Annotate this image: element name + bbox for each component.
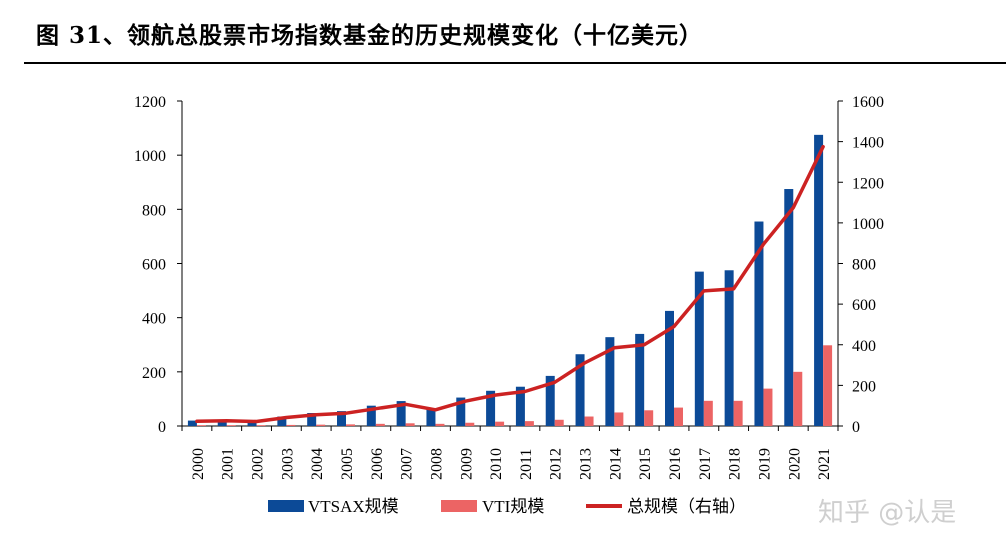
x-tick-label: 2000 xyxy=(190,448,207,480)
chart-axes: 0 200 400 600 800 1000 1200 0 200 400 600 800 1000 12… xyxy=(134,94,884,480)
watermark: 知乎 @认是 xyxy=(818,498,957,528)
bar-vti xyxy=(346,424,355,426)
line-total xyxy=(195,144,825,424)
bar-vti xyxy=(226,425,236,426)
bar-vti xyxy=(465,422,475,426)
bar-vtsax xyxy=(277,416,287,426)
bar-vti xyxy=(793,371,803,426)
x-tick-label: 2021 xyxy=(816,448,833,480)
line-series xyxy=(195,144,825,424)
bar-vtsax xyxy=(247,421,257,426)
bar-vti xyxy=(435,423,445,426)
legend-swatch-vtsax xyxy=(268,500,304,512)
y-right-tick-label: 0 xyxy=(852,419,860,436)
bar-vti xyxy=(763,388,773,426)
bar-vti xyxy=(823,345,833,426)
y-right-tick-label: 800 xyxy=(852,257,876,274)
x-tick-label: 2013 xyxy=(578,448,595,480)
bar-vtsax xyxy=(486,390,496,426)
bar-vtsax xyxy=(665,310,674,426)
y-left-tick-label: 400 xyxy=(142,311,166,328)
bar-vti xyxy=(495,421,505,426)
bar-vti xyxy=(405,423,415,426)
legend-label-vti: VTI规模 xyxy=(482,497,544,516)
x-tick-label: 2007 xyxy=(399,448,416,480)
y-left-tick-label: 0 xyxy=(158,419,166,436)
bar-vtsax xyxy=(724,270,734,426)
y-left-tick-label: 1200 xyxy=(134,94,166,111)
x-tick-label: 2008 xyxy=(428,448,445,480)
x-tick-label: 2002 xyxy=(250,448,267,480)
bar-vti xyxy=(703,400,713,426)
bar-vti xyxy=(614,412,624,426)
bar-vtsax xyxy=(366,405,376,426)
chart-title: 图 31、领航总股票市场指数基金的历史规模变化（十亿美元） xyxy=(36,22,704,49)
y-right-tick-label: 600 xyxy=(852,297,876,314)
x-tick-label: 2016 xyxy=(667,448,684,480)
x-tick-label: 2012 xyxy=(548,448,565,480)
chart-legend: VTSAX规模 VTI规模 总规模（右轴） xyxy=(268,497,746,516)
bar-vti xyxy=(584,416,594,426)
bar-vti xyxy=(524,421,534,426)
y-left-tick-label: 800 xyxy=(142,202,166,219)
bar-vtsax xyxy=(784,189,794,426)
x-tick-label: 2015 xyxy=(637,448,654,480)
bar-vtsax xyxy=(605,337,615,426)
y-right-tick-label: 400 xyxy=(852,338,876,355)
legend-swatch-vti xyxy=(441,500,477,512)
bar-vtsax xyxy=(426,408,436,426)
y-left-tick-label: 1000 xyxy=(134,148,166,165)
x-tick-label: 2010 xyxy=(488,448,505,480)
bar-vti xyxy=(674,407,683,426)
bar-vtsax xyxy=(635,333,645,426)
bar-vtsax xyxy=(217,421,227,426)
x-tick-label: 2004 xyxy=(309,448,326,480)
bar-vti xyxy=(196,425,206,426)
y-right-tick-label: 1000 xyxy=(852,216,884,233)
x-tick-label: 2005 xyxy=(339,448,356,480)
title-divider xyxy=(24,62,1006,64)
bar-vtsax xyxy=(307,413,317,426)
x-tick-label: 2014 xyxy=(607,448,624,480)
x-tick-label: 2011 xyxy=(518,449,535,480)
x-tick-label: 2009 xyxy=(458,448,475,480)
bar-vti xyxy=(316,424,326,426)
bar-vtsax xyxy=(694,271,704,426)
y-right-tick-label: 1200 xyxy=(852,175,884,192)
bar-vti xyxy=(644,410,654,426)
x-tick-label: 2017 xyxy=(697,448,714,480)
bar-vti xyxy=(733,400,743,426)
bar-vtsax xyxy=(187,420,197,426)
x-tick-label: 2018 xyxy=(727,448,744,480)
y-right-tick-label: 200 xyxy=(852,378,876,395)
bar-vtsax xyxy=(515,386,525,426)
bar-vti xyxy=(554,419,564,426)
x-tick-label: 2020 xyxy=(786,448,803,480)
bar-series xyxy=(187,134,833,426)
bar-vtsax xyxy=(456,397,466,426)
x-tick-label: 2019 xyxy=(756,448,773,480)
bar-vti xyxy=(286,424,296,426)
bar-vti xyxy=(375,423,385,426)
bar-vtsax xyxy=(754,221,764,426)
x-tick-label: 2003 xyxy=(279,448,296,480)
bar-vti xyxy=(256,425,266,426)
bar-vtsax xyxy=(337,411,346,426)
legend-label-total: 总规模（右轴） xyxy=(627,497,746,516)
bar-vtsax xyxy=(575,354,585,426)
bar-vtsax xyxy=(396,401,406,426)
y-left-tick-label: 200 xyxy=(142,365,166,382)
legend-label-vtsax: VTSAX规模 xyxy=(308,497,399,516)
y-right-tick-label: 1600 xyxy=(852,94,884,111)
bar-vtsax xyxy=(814,134,824,426)
bar-vtsax xyxy=(545,375,555,426)
x-tick-label: 2006 xyxy=(369,448,386,480)
y-right-tick-label: 1400 xyxy=(852,135,884,152)
x-tick-label: 2001 xyxy=(220,448,237,480)
y-left-tick-label: 600 xyxy=(142,257,166,274)
